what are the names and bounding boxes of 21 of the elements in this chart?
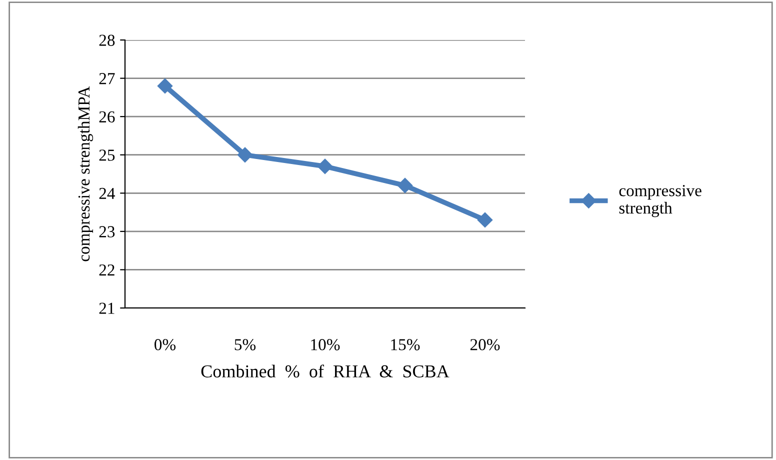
- y-tick-label: 28: [99, 34, 115, 46]
- point: [317, 158, 333, 174]
- x-axis-title: Combined % of RHA & SCBA: [201, 364, 450, 378]
- y-axis-title: compressive strengthMPA: [78, 86, 94, 262]
- x-tick-label: 15%: [391, 339, 420, 350]
- point: [157, 78, 173, 94]
- y-tick-label: 27: [99, 73, 115, 84]
- x-tick-label: 10%: [311, 339, 340, 350]
- point: [477, 212, 493, 228]
- y-tick-label: 23: [99, 226, 115, 238]
- point: [237, 147, 253, 162]
- point: [397, 178, 413, 194]
- y-tick-label: 26: [99, 111, 115, 123]
- y-tick-label: 22: [99, 264, 114, 276]
- y-tick-label: 21: [99, 302, 114, 314]
- y-tick-label: 25: [99, 150, 115, 161]
- x-tick-label: 5%: [234, 339, 256, 350]
- y-tick-label: 24: [99, 188, 116, 199]
- x-tick-label: 20%: [470, 339, 500, 350]
- x-tick-label: 0%: [154, 339, 176, 350]
- legend-label: compressive strength: [619, 185, 702, 218]
